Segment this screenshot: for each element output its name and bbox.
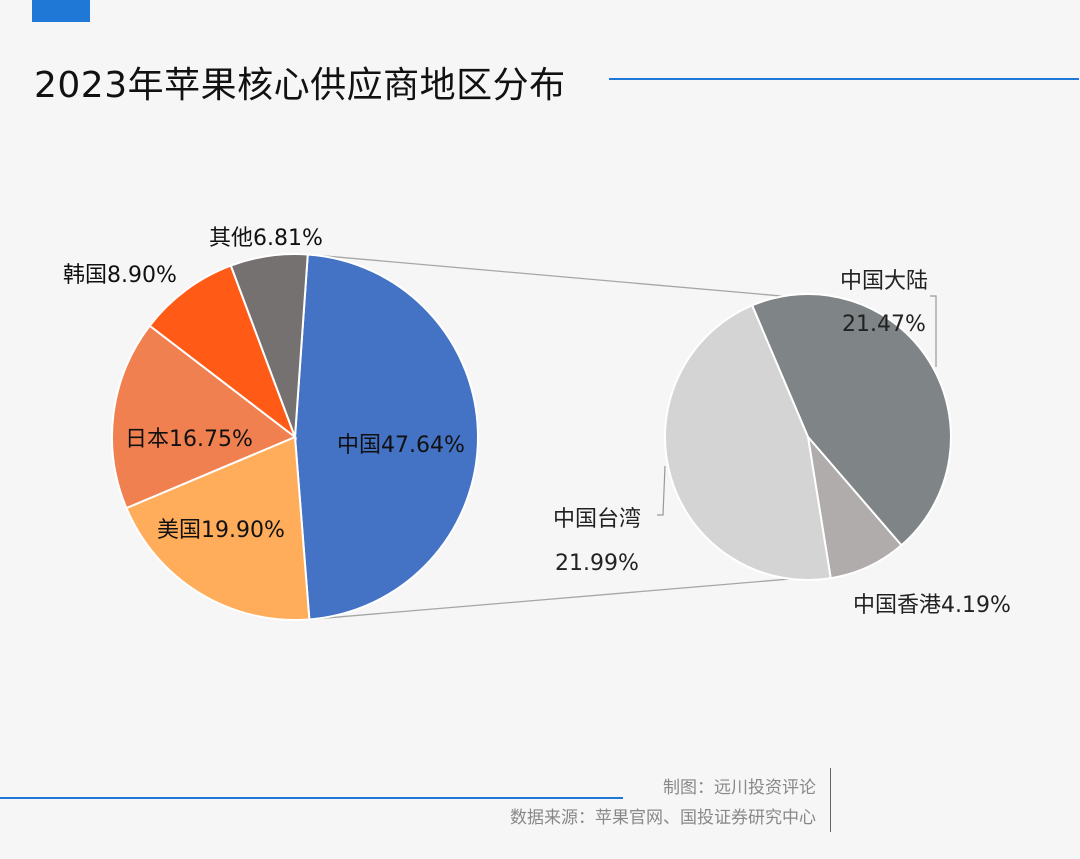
pie-slice-usa — [125, 435, 311, 621]
leader-line-mainland — [930, 295, 937, 367]
pie-slice-china — [293, 253, 479, 621]
slice-label-japan: 日本16.75% — [125, 427, 253, 452]
sub-label-mainland-value: 21.47% — [842, 312, 926, 337]
footer-made-by: 制图：远川投资评论 — [663, 778, 816, 798]
main-pie — [111, 253, 479, 621]
connector-top — [307, 253, 784, 297]
sub-label-taiwan-name: 中国台湾 — [553, 507, 641, 532]
footer-separator — [830, 768, 831, 832]
pie-slice-korea — [148, 264, 298, 440]
pie-slice-japan — [111, 324, 297, 510]
connector-bottom — [309, 578, 791, 621]
connector-lines — [307, 253, 791, 621]
pie-slice-other — [229, 253, 309, 438]
page-title: 2023年苹果核心供应商地区分布 — [34, 65, 566, 106]
slice-label-usa: 美国19.90% — [157, 518, 285, 543]
slice-label-china: 中国47.64% — [337, 433, 465, 458]
secondary-pie — [663, 293, 952, 581]
footer-rule — [0, 797, 623, 799]
sub-label-hongkong: 中国香港4.19% — [853, 593, 1011, 618]
slice-label-korea: 韩国8.90% — [63, 263, 177, 288]
slice-label-other: 其他6.81% — [209, 226, 323, 251]
sub-slice-mainland — [750, 293, 952, 547]
title-rule — [609, 78, 1079, 80]
footer-source: 数据来源：苹果官网、国投证券研究中心 — [510, 808, 816, 828]
accent-block — [32, 0, 90, 22]
sub-label-taiwan-value: 21.99% — [555, 551, 639, 576]
leader-line-taiwan — [657, 465, 666, 516]
sub-label-mainland-name: 中国大陆 — [840, 269, 928, 294]
sub-slice-taiwan — [663, 304, 832, 581]
